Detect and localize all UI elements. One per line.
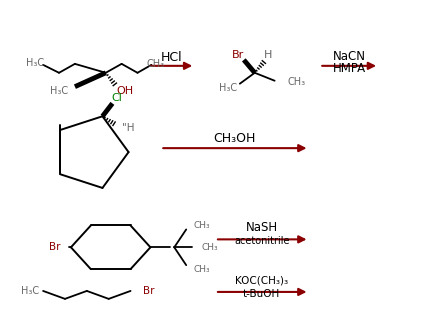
Text: Br: Br bbox=[49, 242, 61, 252]
Text: OH: OH bbox=[116, 85, 133, 96]
Text: Br: Br bbox=[143, 286, 154, 296]
Text: H₃C: H₃C bbox=[26, 58, 44, 68]
Text: KOC(CH₃)₃: KOC(CH₃)₃ bbox=[235, 275, 288, 285]
Text: NaCN: NaCN bbox=[333, 50, 365, 63]
Text: HMPA: HMPA bbox=[333, 62, 366, 75]
Text: CH₃: CH₃ bbox=[288, 77, 306, 87]
Text: CH₃: CH₃ bbox=[194, 221, 210, 230]
Text: H₃C: H₃C bbox=[21, 286, 39, 296]
Text: t-BuOH: t-BuOH bbox=[243, 289, 280, 299]
Text: CH₃: CH₃ bbox=[202, 243, 218, 252]
Text: H₃C: H₃C bbox=[219, 82, 237, 93]
Text: CH₃OH: CH₃OH bbox=[214, 132, 256, 145]
Text: CH₃: CH₃ bbox=[146, 59, 165, 69]
Text: Cl: Cl bbox=[111, 93, 122, 103]
Text: CH₃: CH₃ bbox=[194, 265, 210, 274]
Text: acetonitrile: acetonitrile bbox=[234, 236, 289, 247]
Text: HCl: HCl bbox=[161, 51, 182, 64]
Text: H: H bbox=[264, 50, 272, 60]
Text: Br: Br bbox=[232, 50, 244, 60]
Text: NaSH: NaSH bbox=[246, 221, 278, 234]
Text: H₃C: H₃C bbox=[50, 85, 68, 96]
Text: "H: "H bbox=[123, 123, 135, 133]
